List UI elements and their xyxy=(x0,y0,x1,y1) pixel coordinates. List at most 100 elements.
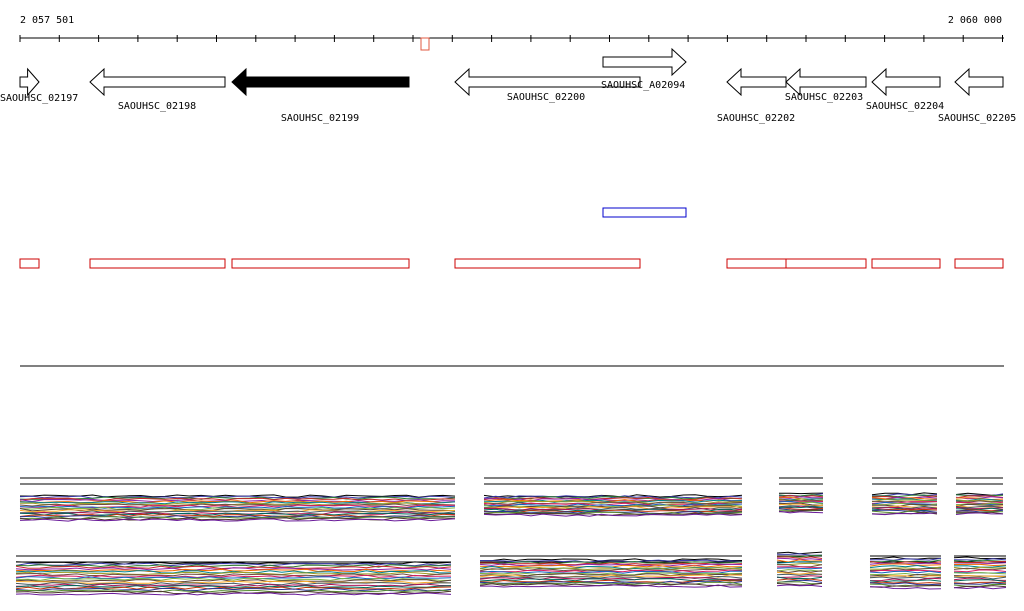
expression-series-line xyxy=(479,570,743,574)
expression-series-line xyxy=(869,582,942,586)
gene-saouhsc-02197[interactable]: SAOUHSC_02197 xyxy=(0,67,78,104)
expression-series-line xyxy=(776,576,823,580)
expression-series-line xyxy=(15,574,452,579)
gene-arrow[interactable] xyxy=(954,67,1004,97)
feature-box[interactable] xyxy=(726,258,787,269)
expression-series-line xyxy=(776,556,823,559)
expression-series-line xyxy=(953,561,1007,563)
expression-series-line xyxy=(15,581,452,586)
gene-saouhsc-02204[interactable]: SAOUHSC_02204 xyxy=(866,67,944,112)
gene-track: SAOUHSC_02197 SAOUHSC_02198 SAOUHSC_02199 S… xyxy=(0,47,1016,124)
gene-label: SAOUHSC_02200 xyxy=(507,92,585,103)
expression-series-line xyxy=(776,567,823,570)
expression-series-line xyxy=(19,503,456,507)
expression-series-line xyxy=(953,563,1007,567)
gene-arrow[interactable] xyxy=(871,67,941,97)
feature-track xyxy=(19,207,1004,269)
feature-box[interactable] xyxy=(231,258,410,269)
gene-saouhsc-02203[interactable]: SAOUHSC_02203 xyxy=(785,67,867,103)
expression-panel xyxy=(953,555,1007,590)
gene-label: SAOUHSC_02198 xyxy=(118,101,196,112)
gene-saouhsc-02202[interactable]: SAOUHSC_02202 xyxy=(717,67,795,124)
expression-panel xyxy=(479,555,743,588)
gene-arrow[interactable] xyxy=(231,67,410,97)
expression-series-line xyxy=(955,497,1004,501)
expression-series-line xyxy=(479,568,742,572)
ruler-ticks xyxy=(19,35,1003,42)
expression-series-line xyxy=(479,580,743,584)
position-marker[interactable] xyxy=(420,37,430,51)
expression-series-line xyxy=(953,572,1007,575)
expression-series-line xyxy=(869,557,942,561)
expression-series-line xyxy=(15,570,452,574)
feature-box[interactable] xyxy=(954,258,1004,269)
expression-series-line xyxy=(483,499,743,503)
gene-label: SAOUHSC_A02094 xyxy=(601,80,685,91)
expression-panel xyxy=(483,477,743,517)
expression-series-line xyxy=(779,507,824,510)
expression-series-line xyxy=(15,577,452,581)
expression-series-line xyxy=(778,510,824,514)
expression-series-line xyxy=(955,500,1004,503)
expression-series-line xyxy=(776,575,823,578)
gene-arrow[interactable] xyxy=(19,67,40,97)
expression-series-line xyxy=(955,510,1004,514)
expression-panel xyxy=(776,551,823,587)
expression-series-line xyxy=(479,576,743,581)
expression-series-line xyxy=(15,567,452,571)
expression-series-line xyxy=(871,494,938,498)
expression-series-line xyxy=(15,562,452,567)
expression-series-line xyxy=(869,572,942,576)
expression-series-line xyxy=(779,492,824,495)
expression-series-line xyxy=(871,503,938,507)
expression-series-line xyxy=(778,502,824,506)
gene-label: SAOUHSC_02199 xyxy=(281,113,359,124)
expression-series-line xyxy=(953,581,1007,585)
gene-arrow[interactable] xyxy=(602,47,687,77)
expression-series-line xyxy=(19,497,456,502)
gene-saouhsc-02205[interactable]: SAOUHSC_02205 xyxy=(938,67,1016,124)
expression-series-line xyxy=(483,496,743,501)
gene-saouhsc-02198[interactable]: SAOUHSC_02198 xyxy=(89,67,226,112)
expression-series-line xyxy=(955,503,1004,507)
expression-series-line xyxy=(955,506,1004,510)
expression-series-line xyxy=(953,556,1007,560)
expression-series-line xyxy=(776,584,823,587)
feature-box[interactable] xyxy=(89,258,226,269)
expression-series-line xyxy=(479,566,743,571)
expression-series-line xyxy=(955,495,1004,499)
feature-box[interactable] xyxy=(871,258,941,269)
expression-track xyxy=(15,477,1007,596)
expression-series-line xyxy=(776,573,823,576)
gene-arrow[interactable] xyxy=(726,67,787,97)
expression-panel xyxy=(955,477,1004,515)
expression-series-line xyxy=(479,563,743,567)
gene-saouhsc-a02094[interactable]: SAOUHSC_A02094 xyxy=(601,47,687,91)
expression-series-line xyxy=(479,581,743,585)
expression-series-line xyxy=(480,584,743,588)
expression-panel xyxy=(869,555,942,590)
srna-box[interactable] xyxy=(602,207,687,218)
expression-panel xyxy=(15,555,452,596)
expression-series-line xyxy=(19,502,456,506)
gene-arrow[interactable] xyxy=(89,67,226,97)
gene-saouhsc-02199[interactable]: SAOUHSC_02199 xyxy=(231,67,410,124)
expression-series-line xyxy=(776,566,823,569)
expression-series-line xyxy=(776,571,823,576)
gene-saouhsc-02200[interactable]: SAOUHSC_02200 xyxy=(454,67,641,103)
expression-series-line xyxy=(19,505,456,509)
expression-series-line xyxy=(776,561,823,564)
feature-box[interactable] xyxy=(785,258,867,269)
expression-series-line xyxy=(15,564,452,568)
gene-label: SAOUHSC_02205 xyxy=(938,113,1016,124)
expression-series-line xyxy=(953,582,1007,585)
feature-box[interactable] xyxy=(454,258,641,269)
gene-arrow[interactable] xyxy=(785,67,867,97)
expression-series-line xyxy=(869,581,942,584)
expression-series-line xyxy=(953,569,1007,573)
feature-box[interactable] xyxy=(19,258,40,269)
gene-label: SAOUHSC_02202 xyxy=(717,113,795,124)
expression-series-line xyxy=(15,561,452,565)
gene-arrow[interactable] xyxy=(454,67,641,97)
expression-series-line xyxy=(479,574,743,578)
